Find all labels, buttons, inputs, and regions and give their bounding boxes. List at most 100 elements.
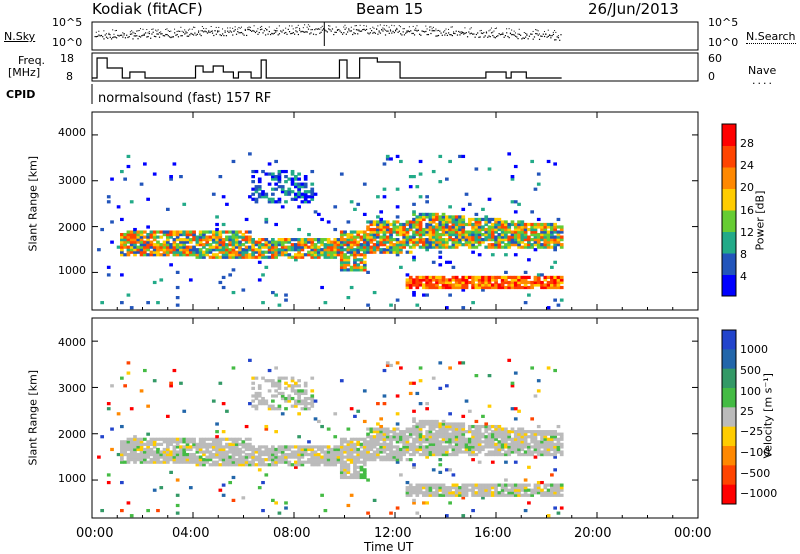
nsky-point bbox=[511, 34, 513, 36]
nsearch-point bbox=[536, 29, 538, 31]
power-cell bbox=[556, 303, 561, 307]
velocity-cell bbox=[343, 437, 347, 441]
velocity-cell bbox=[208, 463, 213, 467]
power-cell bbox=[484, 245, 489, 249]
velocity-cell bbox=[546, 447, 551, 452]
nsearch-point bbox=[142, 28, 144, 30]
power-cell bbox=[553, 235, 557, 239]
velocity-cell bbox=[438, 386, 443, 390]
power-cell bbox=[500, 240, 505, 244]
velocity-cell bbox=[395, 422, 400, 426]
power-cell bbox=[169, 263, 173, 267]
power-cell bbox=[257, 180, 262, 184]
power-cell bbox=[428, 280, 433, 285]
nsky-point bbox=[365, 28, 368, 31]
nsky-point bbox=[99, 35, 101, 37]
velocity-cell bbox=[451, 450, 456, 454]
power-cell bbox=[211, 192, 216, 196]
power-cell bbox=[530, 230, 535, 234]
nsky-point bbox=[263, 30, 265, 32]
velocity-cell bbox=[441, 419, 446, 424]
velocity-cell bbox=[425, 491, 429, 495]
power-cell bbox=[435, 230, 439, 234]
velocity-cell bbox=[169, 442, 173, 446]
nsearch-point bbox=[187, 29, 189, 31]
velocity-cell bbox=[336, 450, 341, 454]
velocity-cell bbox=[461, 432, 466, 436]
velocity-cell bbox=[471, 508, 475, 513]
nsky-point bbox=[131, 33, 133, 35]
nsky-point bbox=[267, 33, 269, 35]
velocity-cell bbox=[438, 488, 443, 492]
velocity-cell bbox=[530, 450, 535, 454]
power-cell bbox=[297, 240, 301, 244]
power-cell bbox=[490, 232, 495, 237]
power-cell bbox=[454, 230, 459, 234]
velocity-cell bbox=[254, 407, 259, 411]
velocity-cell bbox=[356, 475, 361, 480]
power-cell bbox=[451, 227, 456, 232]
power-cell bbox=[523, 278, 528, 282]
nsky-point bbox=[368, 33, 370, 35]
power-cell bbox=[533, 280, 538, 285]
velocity-cell bbox=[510, 445, 515, 449]
power-cell bbox=[464, 240, 469, 244]
power-cell bbox=[175, 296, 180, 300]
power-cell bbox=[307, 250, 311, 254]
velocity-cell bbox=[444, 452, 449, 457]
nsky-point bbox=[516, 36, 518, 38]
nsky-point bbox=[177, 36, 180, 38]
power-cell bbox=[497, 225, 502, 229]
velocity-cell bbox=[487, 488, 492, 492]
velocity-cell bbox=[271, 384, 275, 388]
velocity-cell bbox=[313, 445, 318, 449]
power-cell bbox=[467, 240, 472, 244]
velocity-cell bbox=[520, 435, 525, 439]
velocity-cell bbox=[395, 455, 400, 459]
velocity-cell bbox=[310, 450, 315, 454]
velocity-cell bbox=[477, 486, 482, 490]
nsearch-point bbox=[429, 26, 431, 28]
velocity-cell bbox=[487, 483, 492, 487]
power-cell bbox=[523, 222, 528, 227]
nsearch-point bbox=[148, 31, 150, 33]
velocity-cell bbox=[494, 445, 498, 449]
power-cell bbox=[415, 225, 420, 229]
power-cell bbox=[215, 227, 219, 232]
power-cell bbox=[536, 222, 541, 227]
power-cell bbox=[467, 280, 472, 285]
velocity-cell bbox=[330, 463, 334, 467]
velocity-cell bbox=[481, 483, 485, 487]
power-cell bbox=[297, 255, 301, 259]
velocity-cell bbox=[120, 424, 124, 429]
velocity-cell bbox=[277, 391, 282, 396]
power-cell bbox=[182, 245, 187, 249]
velocity-cell bbox=[546, 483, 551, 487]
power-cell bbox=[550, 230, 554, 234]
velocity-cell bbox=[179, 381, 183, 385]
power-cell bbox=[487, 167, 492, 171]
power-cell bbox=[412, 283, 416, 287]
velocity-cell bbox=[267, 463, 272, 467]
power-cell bbox=[185, 230, 190, 234]
velocity-cell bbox=[422, 501, 426, 505]
velocity-cell bbox=[126, 445, 131, 449]
power-cell bbox=[139, 238, 144, 242]
power-cell bbox=[461, 230, 466, 234]
power-cell bbox=[438, 280, 443, 285]
velocity-cell bbox=[129, 458, 134, 462]
velocity-cell bbox=[402, 447, 407, 452]
velocity-cell bbox=[152, 458, 157, 462]
power-cell bbox=[536, 235, 541, 239]
power-cell bbox=[448, 260, 452, 264]
power-cell bbox=[556, 217, 561, 222]
power-cell bbox=[264, 172, 269, 176]
power-cell bbox=[428, 215, 433, 219]
velocity-cell bbox=[556, 445, 561, 449]
nsearch-point bbox=[514, 32, 516, 34]
velocity-cell bbox=[238, 452, 242, 457]
power-cell bbox=[376, 240, 380, 244]
velocity-cell bbox=[517, 452, 521, 457]
power-cell bbox=[540, 285, 544, 290]
velocity-cell bbox=[428, 483, 433, 487]
